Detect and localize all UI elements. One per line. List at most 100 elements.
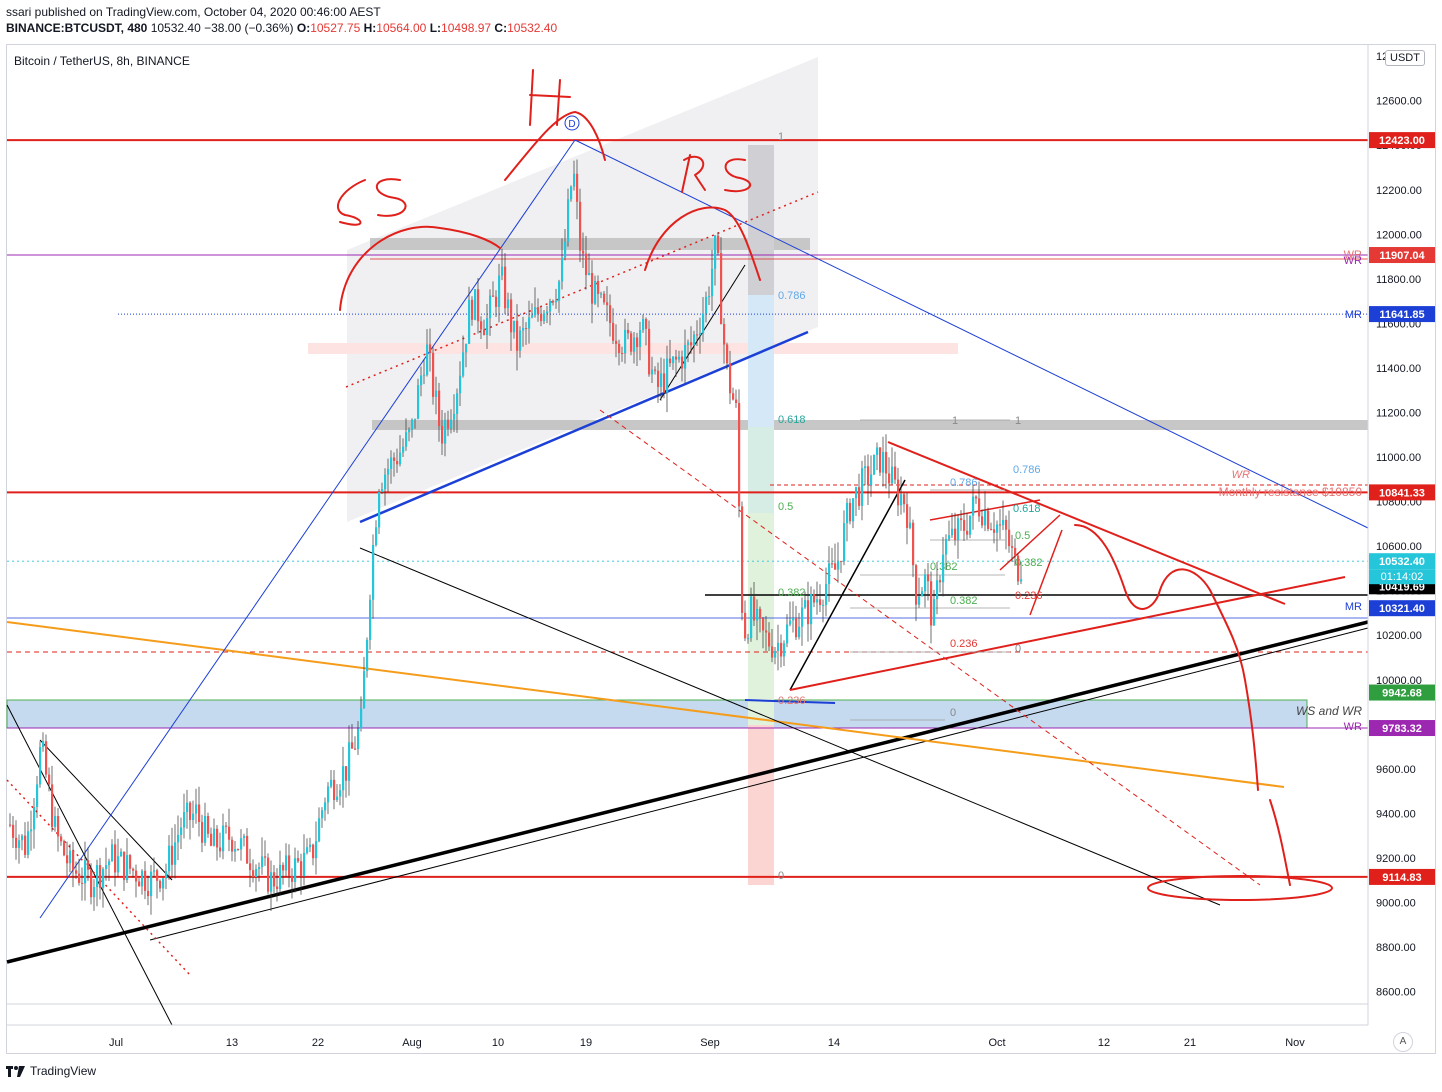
candle-body [996,524,999,533]
candle-body [915,565,918,605]
fib-small-label-6: 0 [1015,643,1021,655]
auto-scale-button[interactable]: A [1393,1032,1413,1052]
chart-frame[interactable] [6,44,1436,1054]
candle-body [513,320,516,333]
y-tick-1: 8800.00 [1376,942,1416,954]
candle-body [168,845,171,872]
candle-body [588,273,591,276]
price-label-bg-7 [1369,684,1435,701]
y-tick-8: 10200.00 [1376,630,1422,642]
candle-body [375,527,378,545]
candle-body [294,858,297,882]
candle-body [369,599,372,640]
candle-body [864,466,867,469]
candle-body [960,518,963,521]
candle-body [603,293,606,303]
fib-large-label-3: 0.5 [778,501,793,513]
candle-body [474,289,477,320]
candle-body [720,253,723,324]
candle-body [888,473,891,484]
candle-body [336,796,339,801]
candle-body [432,352,435,397]
fib-mid-label-1: 0.786 [950,477,978,489]
fib-mid-label-3: 0.382 [950,595,978,607]
candle-body [648,328,651,375]
candle-body [816,599,819,603]
candle-body [753,596,756,621]
candle-body [96,865,99,888]
candle-body [462,352,465,376]
candle-body [831,563,834,565]
x-tick-9: 12 [1098,1037,1110,1049]
candle-body [750,596,753,639]
candle-body [204,815,207,843]
fib-large-label-0: 1 [778,131,784,143]
candle-body [609,305,612,323]
x-tick-10: 21 [1184,1037,1196,1049]
candles [9,159,1023,915]
candle-body [456,393,459,414]
candle-body [174,842,177,865]
candle-body [933,599,936,626]
blue-support [359,330,809,524]
candle-body [966,530,969,535]
candle-body [81,882,84,884]
candle-body [666,358,669,393]
rs-letters [681,154,752,193]
candle-body [258,867,261,870]
candle-body [282,864,285,871]
candle-body [525,328,528,330]
fib-mid-label-0: 1 [952,415,958,427]
candle-body [972,496,975,516]
candle-body [510,299,513,333]
candle-body [756,608,759,621]
candle-body [114,844,117,873]
flag-line-b [1029,529,1063,616]
candle-body [702,313,705,334]
candle-body [360,708,363,729]
fib-col-blue [748,295,774,427]
candle-body [585,253,588,276]
candle-body [678,356,681,360]
candle-body [399,452,402,465]
candle-body [33,806,36,830]
candle-body [657,370,660,387]
candle-body [318,818,321,842]
candle-body [744,612,747,639]
candle-body [783,643,786,657]
candle-body [990,528,993,530]
y-tick-12: 11000.00 [1376,452,1421,464]
fib-col-green [748,513,774,725]
currency-button[interactable]: USDT [1385,50,1425,66]
candle-body [90,869,93,898]
candle-body [798,626,801,638]
price-label-9: 9114.83 [1382,872,1421,884]
candle-body [807,600,810,625]
footer: TradingView [6,1064,96,1078]
x-tick-4: 10 [492,1037,504,1049]
candle-body [405,432,408,447]
candle-body [804,600,807,608]
candle-body [690,342,693,346]
candle-body [384,474,387,490]
candle-body [303,852,306,877]
candle-body [159,880,162,889]
y-tick-7: 10000.00 [1376,675,1422,687]
candle-body [393,457,396,461]
candle-body [855,487,858,499]
triangle-top [887,441,1286,605]
candle-body [396,460,399,465]
candle-body [930,581,933,626]
candle-body [852,498,855,522]
wr-label-4: WR [1344,721,1362,733]
blue-short-level [744,699,836,704]
candle-body [531,315,534,318]
candle-body [570,186,573,200]
candle-body [153,870,156,872]
candle-body [927,574,930,582]
candle-body [231,839,234,852]
h-letter [529,69,571,126]
candle-body [156,870,159,881]
candle-body [129,855,132,869]
